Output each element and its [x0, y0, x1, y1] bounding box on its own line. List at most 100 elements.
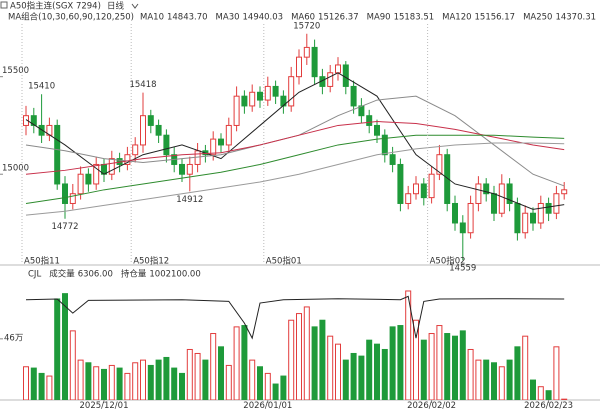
legend-text: MA60: [291, 13, 315, 23]
contract-label: A50指12: [133, 256, 169, 267]
volume-bar: [506, 359, 513, 400]
candle-body: [225, 124, 232, 146]
candle-body: [327, 72, 334, 87]
price-annotation: 14912: [176, 195, 203, 205]
volume-bar: [413, 319, 419, 400]
volume-bar: [264, 372, 271, 400]
x-tick-label: 2026/02/23: [524, 401, 573, 410]
y-tick-label: 46万: [4, 333, 23, 343]
volume-bar: [140, 359, 146, 400]
volume-bar: [101, 368, 107, 400]
open-interest-line: [25, 295, 565, 340]
volume-bar: [381, 348, 388, 400]
candle-body: [69, 193, 76, 204]
volume-bar: [311, 326, 318, 400]
volume-bar: [475, 359, 482, 400]
candle-body: [436, 154, 443, 175]
volume-bar: [452, 335, 458, 400]
volume-bar: [163, 356, 170, 400]
candle-body: [155, 124, 162, 136]
legend-text: MA10: [140, 13, 164, 23]
volume-bar: [171, 367, 178, 400]
volume-bar: [210, 333, 217, 400]
ma-line: [25, 134, 565, 204]
candle-body: [397, 163, 404, 204]
volume-bar: [350, 352, 357, 400]
volume-bar: [335, 343, 341, 400]
candle-body: [163, 134, 170, 156]
candle-body: [218, 138, 224, 146]
candle-body: [498, 183, 505, 214]
volume-bar: [218, 346, 224, 400]
instrument-title: A50指主连(SGX 7294): [10, 1, 101, 12]
volume-bar: [545, 390, 552, 400]
volume-bar: [303, 306, 310, 400]
candle-body: [491, 193, 497, 214]
volume-bar: [23, 366, 29, 400]
candle-body: [77, 173, 84, 195]
menu-icon[interactable]: [0, 1, 8, 9]
volume-bar: [147, 364, 154, 400]
candle-body: [381, 134, 388, 156]
candle-body: [233, 95, 240, 126]
volume-bar: [116, 367, 123, 400]
volume-bar: [319, 319, 326, 400]
volume-bar: [225, 364, 232, 400]
volume-bar: [327, 335, 334, 400]
candle-body: [85, 173, 92, 185]
volume-bar: [280, 375, 287, 400]
legend-text: MA250: [523, 13, 552, 23]
volume-bar: [241, 325, 248, 400]
volume-bar: [30, 367, 37, 400]
candle-body: [444, 154, 451, 204]
candle-body: [62, 183, 68, 204]
legend-text: 14370.31: [555, 13, 596, 23]
volume-bar: [38, 372, 45, 400]
y-tick-label: 15000: [2, 164, 29, 174]
volume-bar: [366, 339, 373, 400]
candle-body: [296, 56, 302, 78]
candle-body: [467, 202, 474, 234]
legend-text: CJL: [28, 270, 41, 280]
volume-bar: [491, 362, 497, 400]
volume-bar: [428, 333, 435, 400]
candle-body: [475, 183, 482, 204]
volume-bar: [85, 362, 92, 400]
volume-bar: [374, 343, 380, 400]
legend-text: 持仓量: [121, 269, 147, 280]
volume-bar: [249, 359, 256, 400]
candle-body: [561, 189, 568, 195]
dropdown-icon[interactable]: [131, 3, 139, 9]
candle-body: [420, 183, 427, 199]
price-annotation: 15410: [28, 82, 55, 92]
volume-bar: [46, 375, 53, 400]
volume-bar: [179, 372, 185, 400]
price-annotation: 15418: [129, 80, 156, 90]
volume-bar: [93, 366, 100, 400]
candle-body: [288, 76, 295, 107]
legend-text: MA120: [442, 13, 471, 23]
candle-body: [257, 91, 263, 101]
volume-bar: [124, 372, 131, 400]
candle-body: [428, 173, 435, 199]
candle-body: [342, 64, 349, 87]
candle-body: [530, 212, 536, 224]
volume-bar: [444, 333, 451, 400]
price-annotation: 14559: [449, 264, 476, 274]
candle-body: [249, 91, 256, 107]
price-annotation: 15720: [293, 21, 320, 31]
candle-body: [553, 193, 560, 214]
candle-body: [147, 115, 154, 126]
candle-body: [272, 85, 279, 97]
period[interactable]: 日线: [107, 1, 125, 12]
legend-text: 14940.03: [243, 13, 284, 23]
volume-bar: [498, 366, 505, 400]
volume-bar: [397, 325, 404, 400]
candle-body: [522, 212, 529, 234]
candle-body: [30, 115, 37, 126]
ma-line: [25, 72, 565, 210]
candle-body: [452, 202, 458, 224]
volume-bar: [155, 359, 162, 400]
price-annotation: 14772: [51, 222, 78, 232]
volume-bar: [257, 366, 263, 400]
